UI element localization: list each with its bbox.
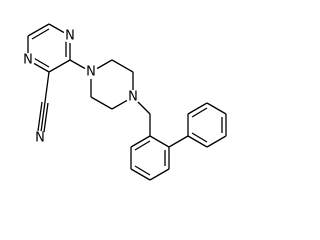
atom-label: N bbox=[86, 65, 96, 80]
atom-label: N bbox=[128, 90, 138, 105]
bonds bbox=[27, 23, 227, 181]
page: N N N N N (() => { const data = JSON.par… bbox=[21, 23, 227, 181]
molecule-diagram: N N N N N bbox=[21, 23, 227, 181]
atom-label: N bbox=[35, 131, 45, 146]
atom-labels: N N N N N bbox=[21, 29, 140, 146]
atom-label: N bbox=[23, 53, 33, 68]
atom-label: N bbox=[65, 29, 75, 44]
